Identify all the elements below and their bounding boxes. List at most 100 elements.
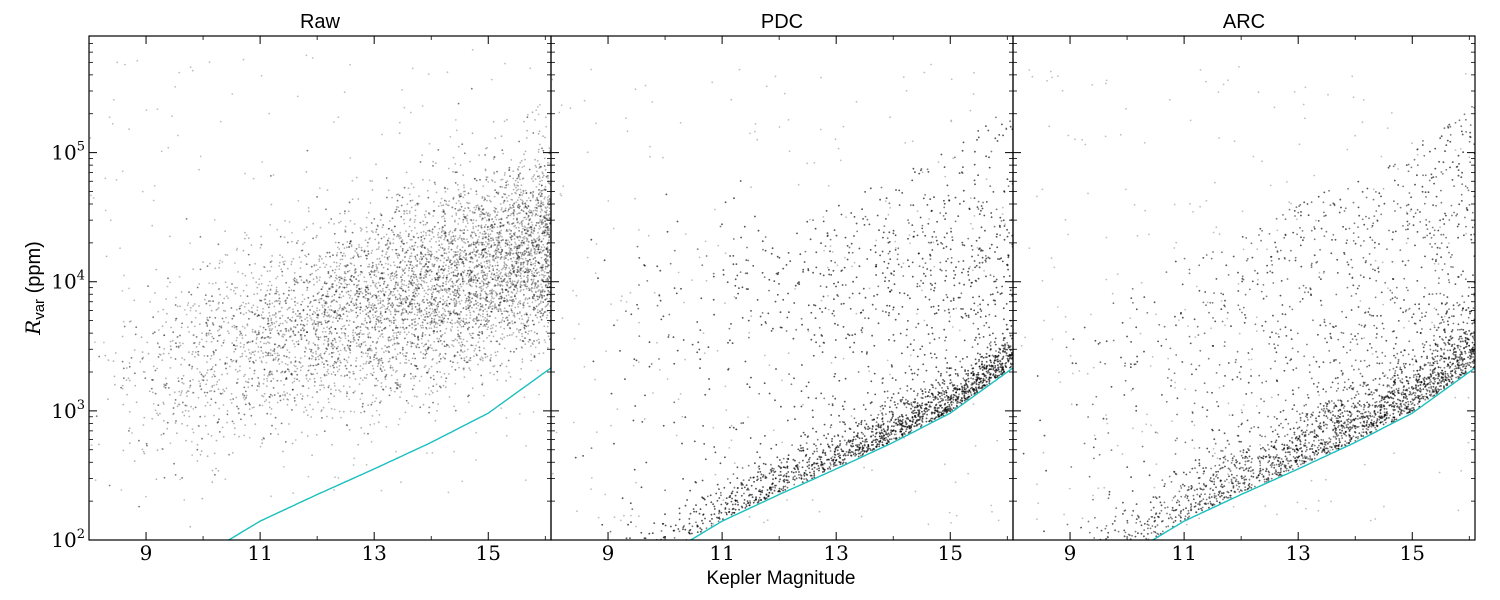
scatter-point <box>499 185 502 188</box>
scatter-point <box>485 219 488 222</box>
scatter-point <box>538 130 541 133</box>
scatter-point <box>508 314 510 317</box>
scatter-point <box>315 299 317 301</box>
scatter-point <box>513 315 516 318</box>
scatter-point <box>505 181 507 184</box>
scatter-point <box>525 218 528 221</box>
scatter-point <box>206 361 208 363</box>
scatter-point <box>319 377 322 379</box>
scatter-point <box>452 311 455 314</box>
scatter-point <box>394 319 397 321</box>
scatter-point <box>348 386 351 388</box>
scatter-point <box>498 280 501 283</box>
scatter-point <box>420 238 423 241</box>
scatter-point <box>181 381 184 384</box>
scatter-point <box>219 358 221 361</box>
scatter-point <box>425 350 428 352</box>
scatter-point <box>423 246 426 249</box>
scatter-point <box>534 178 537 181</box>
scatter-point <box>388 302 391 305</box>
scatter-point <box>418 311 421 314</box>
scatter-point <box>286 349 289 351</box>
scatter-point <box>163 476 166 479</box>
scatter-point <box>363 295 366 298</box>
scatter-point <box>545 214 548 217</box>
scatter-point <box>142 370 145 373</box>
scatter-point <box>271 424 273 427</box>
scatter-point <box>364 319 366 322</box>
scatter-point <box>175 345 178 348</box>
scatter-point <box>489 228 491 231</box>
scatter-point <box>369 180 372 182</box>
scatter-point <box>545 286 547 289</box>
scatter-point <box>448 302 451 305</box>
scatter-point <box>363 250 366 253</box>
scatter-point <box>474 241 477 244</box>
scatter-point <box>526 199 528 202</box>
scatter-point <box>395 270 398 273</box>
scatter-point <box>503 186 506 189</box>
scatter-point <box>433 256 436 258</box>
scatter-point <box>507 210 510 212</box>
scatter-point <box>204 374 207 377</box>
scatter-point <box>260 289 262 291</box>
scatter-point <box>539 211 542 213</box>
scatter-point <box>522 281 525 284</box>
scatter-point <box>138 505 141 508</box>
scatter-point <box>436 278 439 281</box>
scatter-point <box>385 350 387 352</box>
scatter-point <box>326 189 329 192</box>
scatter-point <box>507 281 509 284</box>
scatter-point <box>334 360 336 363</box>
scatter-point <box>199 385 202 387</box>
scatter-point <box>213 384 216 387</box>
scatter-point <box>345 359 348 362</box>
scatter-point <box>355 286 358 289</box>
scatter-point <box>310 358 313 360</box>
scatter-point <box>519 286 522 289</box>
scatter-point <box>272 314 274 316</box>
scatter-point <box>356 298 358 301</box>
scatter-point <box>531 111 534 114</box>
scatter-point <box>287 317 289 319</box>
scatter-point <box>258 299 261 302</box>
scatter-point <box>367 349 370 352</box>
scatter-point <box>470 256 473 259</box>
scatter-point <box>410 229 413 232</box>
scatter-point <box>448 246 450 248</box>
scatter-point <box>409 248 412 250</box>
scatter-point <box>245 312 248 314</box>
scatter-point <box>492 323 495 326</box>
scatter-point <box>521 252 524 254</box>
scatter-point <box>365 377 368 379</box>
scatter-point <box>481 249 484 251</box>
scatter-point <box>539 310 541 313</box>
scatter-point <box>273 394 276 396</box>
scatter-point <box>409 303 411 306</box>
scatter-point <box>112 360 115 362</box>
scatter-point <box>511 199 514 201</box>
scatter-point <box>365 216 368 219</box>
scatter-point <box>174 474 177 476</box>
scatter-point <box>397 331 400 333</box>
scatter-point <box>450 242 453 245</box>
scatter-point <box>548 264 550 267</box>
scatter-point <box>527 340 530 343</box>
scatter-point <box>297 331 300 333</box>
scatter-point <box>507 239 509 242</box>
scatter-point <box>481 276 484 279</box>
scatter-point <box>503 262 506 265</box>
scatter-point <box>534 241 537 243</box>
scatter-point <box>448 251 450 254</box>
scatter-point <box>270 265 273 268</box>
scatter-point <box>314 358 317 361</box>
scatter-point <box>478 309 481 312</box>
scatter-point <box>447 270 450 272</box>
scatter-point <box>531 297 534 300</box>
scatter-point <box>320 323 323 326</box>
scatter-point <box>306 414 309 417</box>
scatter-point <box>328 384 330 387</box>
scatter-point <box>451 365 453 368</box>
scatter-point <box>458 294 461 297</box>
scatter-point <box>434 162 437 165</box>
